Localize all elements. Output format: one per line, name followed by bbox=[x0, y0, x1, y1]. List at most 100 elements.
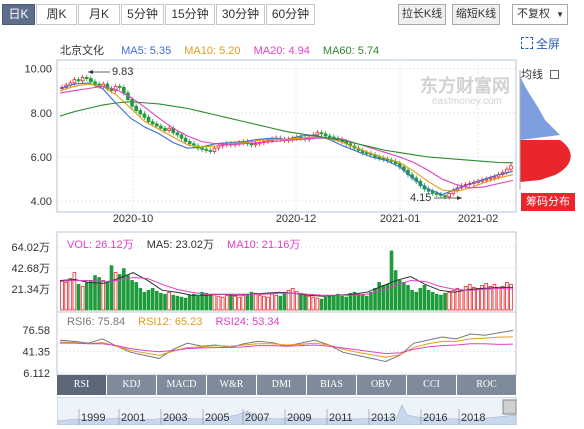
candle-body bbox=[443, 195, 447, 198]
rsi-y-tick: 41.35 bbox=[22, 346, 50, 358]
ind-tab-cci[interactable]: CCI bbox=[407, 375, 456, 395]
volume-bar bbox=[435, 293, 439, 311]
volume-bar bbox=[348, 292, 353, 311]
cost-dist-button[interactable]: 筹码分布 bbox=[521, 193, 575, 211]
fullscreen-label: 全屏 bbox=[536, 37, 561, 51]
adjust-select-label: 不复权 bbox=[517, 8, 550, 20]
low-label: 4.15 bbox=[410, 192, 431, 204]
volume-bar bbox=[80, 285, 85, 311]
kline-x-tick: 2021-02 bbox=[458, 213, 498, 225]
volume-bar bbox=[377, 282, 381, 311]
volume-bar bbox=[105, 282, 110, 311]
period-tabbar: 日K 周K 月K 5分钟 15分钟 30分钟 60分钟 拉长K线 缩短K线 不复… bbox=[0, 0, 584, 28]
volume-bar bbox=[290, 287, 295, 311]
high-label: 9.83 bbox=[112, 66, 133, 78]
ind-tab-macd[interactable]: MACD bbox=[157, 375, 206, 395]
tab-30min[interactable]: 30分钟 bbox=[216, 4, 265, 25]
volume-bar bbox=[402, 282, 406, 311]
volume-bar bbox=[262, 295, 266, 311]
volume-bar bbox=[154, 290, 159, 311]
candle-body bbox=[72, 79, 77, 84]
ind-tab-kdj[interactable]: KDJ bbox=[107, 375, 156, 395]
volume-bar bbox=[150, 287, 155, 311]
volume-bar bbox=[109, 265, 114, 311]
volume-bar bbox=[356, 293, 361, 311]
tab-monthly-k[interactable]: 月K bbox=[78, 4, 120, 25]
timeline-handle[interactable] bbox=[502, 399, 517, 415]
volume-bar bbox=[253, 292, 258, 311]
candle-body bbox=[150, 121, 155, 125]
candle-body bbox=[93, 81, 97, 85]
ind-tab-bias[interactable]: BIAS bbox=[307, 375, 356, 395]
volume-bar bbox=[500, 285, 505, 311]
volume-bar bbox=[319, 298, 324, 311]
tab-15min[interactable]: 15分钟 bbox=[165, 4, 215, 25]
vol-y-tick: 64.02万 bbox=[11, 242, 50, 254]
ind-tab-obv[interactable]: OBV bbox=[357, 375, 406, 395]
timeline-year-label: 2011 bbox=[329, 412, 353, 424]
ind-tab-dmi[interactable]: DMI bbox=[257, 375, 306, 395]
volume-bar bbox=[163, 293, 167, 311]
volume-bar bbox=[286, 289, 291, 311]
volume-bar bbox=[89, 280, 93, 311]
kline-y-tick: 6.00 bbox=[31, 152, 52, 164]
volume-bar bbox=[492, 284, 497, 311]
volume-bar bbox=[406, 284, 410, 311]
ind-tab-rsi[interactable]: RSI bbox=[57, 375, 106, 395]
cost-distribution bbox=[519, 70, 571, 190]
candle-body bbox=[167, 127, 171, 131]
ind-tab-roc[interactable]: ROC bbox=[457, 375, 516, 395]
tab-5min[interactable]: 5分钟 bbox=[121, 4, 164, 25]
candle-body bbox=[76, 79, 81, 82]
candle-body bbox=[319, 132, 324, 135]
timeline-year-label: 2005 bbox=[205, 412, 229, 424]
volume-bar bbox=[183, 297, 188, 311]
volume-bar bbox=[126, 275, 130, 311]
rsi-y-tick: 6.112 bbox=[23, 368, 50, 380]
candle-body bbox=[154, 123, 159, 127]
volume-bar bbox=[200, 291, 204, 311]
candle-body bbox=[105, 83, 110, 89]
tab-daily-k[interactable]: 日K bbox=[2, 4, 35, 25]
candle-body bbox=[89, 78, 93, 83]
candle-body bbox=[323, 133, 328, 137]
candle-body bbox=[163, 127, 167, 131]
volume-bar bbox=[418, 287, 423, 311]
tab-60min[interactable]: 60分钟 bbox=[266, 4, 315, 25]
timeline-year-label: 2009 bbox=[287, 412, 311, 424]
volume-bar bbox=[68, 278, 73, 311]
volume-bar bbox=[117, 274, 122, 311]
volume-bar bbox=[488, 285, 493, 311]
volume-bar bbox=[365, 295, 369, 311]
volume-bar bbox=[274, 294, 279, 311]
timeline-navigator[interactable]: 1999 2001 2003 2005 2007 2009 2011 2013 2016 2018 bbox=[57, 397, 522, 425]
candle-body bbox=[84, 77, 89, 79]
volume-bar bbox=[76, 284, 81, 311]
volume-bar bbox=[278, 295, 283, 311]
volume-bar bbox=[480, 284, 484, 311]
kline-y-tick: 8.00 bbox=[31, 108, 52, 120]
volume-bars bbox=[60, 250, 513, 311]
adjust-select[interactable]: 不复权 ▼ bbox=[512, 4, 568, 25]
ind-tab-wr[interactable]: W&R bbox=[207, 375, 256, 395]
fullscreen-button[interactable]: 全屏 bbox=[521, 35, 560, 52]
volume-bar bbox=[344, 296, 349, 311]
timeline-year-label: 2007 bbox=[245, 412, 269, 424]
stretch-k-button[interactable]: 拉长K线 bbox=[398, 4, 446, 25]
ma-line-ma10 bbox=[59, 83, 514, 192]
ma-legend: 北京文化 MA5: 5.35 MA10: 5.20 MA20: 4.94 MA6… bbox=[60, 42, 389, 58]
volume-bar bbox=[303, 294, 307, 311]
volume-bar bbox=[430, 291, 435, 311]
vol-label: VOL: 26.12万 bbox=[67, 239, 134, 251]
candle-body bbox=[208, 149, 213, 152]
volume-bar bbox=[447, 291, 451, 311]
tab-weekly-k[interactable]: 周K bbox=[36, 4, 77, 25]
volume-bar bbox=[393, 270, 398, 311]
shrink-k-button[interactable]: 缩短K线 bbox=[452, 4, 500, 25]
volume-bar bbox=[249, 291, 254, 311]
candle-body bbox=[130, 99, 134, 107]
volume-bar bbox=[505, 282, 509, 311]
volume-bar bbox=[60, 280, 64, 311]
avg-line-toggle[interactable]: 均线 bbox=[521, 66, 560, 82]
volume-bar bbox=[220, 296, 225, 311]
